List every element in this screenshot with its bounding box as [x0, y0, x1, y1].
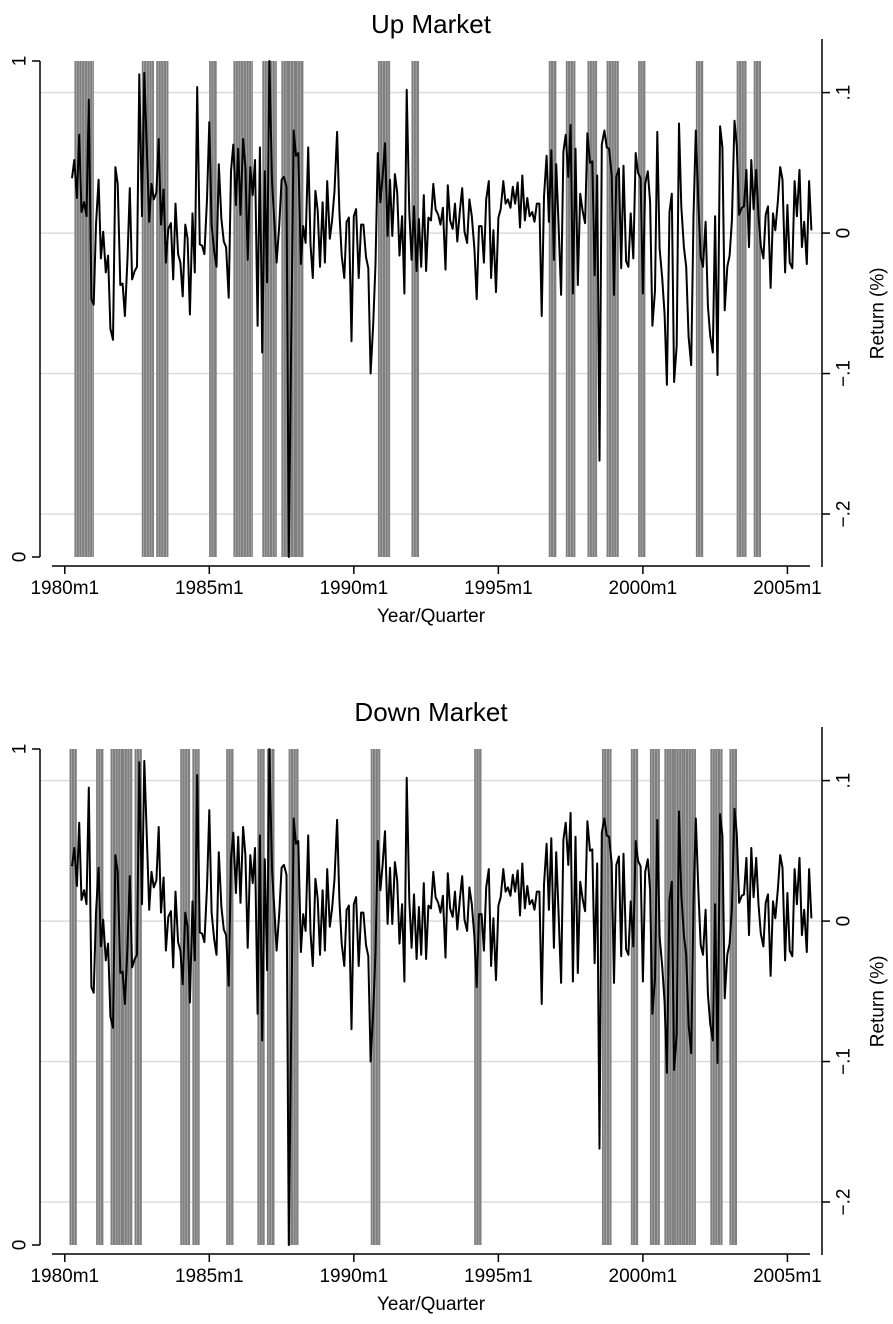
x-tick-label: 1985m1 [175, 1266, 244, 1287]
x-tick-label: 2005m1 [753, 1266, 822, 1287]
regime-bar [638, 61, 646, 557]
right-tick-label: −.2 [834, 1189, 855, 1216]
x-axis-label: Year/Quarter [377, 606, 486, 627]
regime-bar [281, 61, 289, 557]
regime-bar [630, 749, 639, 1245]
regime-bar [110, 749, 123, 1245]
regime-bar [664, 749, 677, 1245]
chart-title: Down Market [354, 697, 508, 727]
x-tick-label: 1995m1 [464, 1266, 533, 1287]
x-tick-label: 1990m1 [319, 1266, 388, 1287]
right-tick-label: .1 [834, 773, 855, 789]
x-tick-label: 2005m1 [753, 578, 822, 599]
left-tick-label: 1 [10, 744, 31, 755]
regime-bar [295, 61, 304, 557]
x-tick-label: 1980m1 [30, 1266, 99, 1287]
up-market-panel: Up Market 0 1 .1 0 −.1 −.2 Return (%) 1980m1 1985… [10, 9, 889, 627]
regime-bar [96, 749, 104, 1245]
x-tick-label: 1985m1 [175, 578, 244, 599]
right-tick-label: 0 [834, 228, 855, 239]
regime-bar [192, 749, 200, 1245]
right-tick-label: .1 [834, 85, 855, 101]
right-tick-label: −.2 [834, 501, 855, 528]
return-series-line [71, 60, 813, 558]
x-tick-label: 1995m1 [464, 578, 533, 599]
right-tick-label: −.1 [834, 360, 855, 387]
right-axis-label: Return (%) [868, 955, 889, 1047]
regime-bar [683, 749, 696, 1245]
left-tick-label: 1 [10, 56, 31, 67]
down-market-panel: Down Market 0 1 .1 0 −.1 −.2 Return (%) 1980m1 19… [10, 697, 889, 1315]
regime-bars [69, 749, 738, 1245]
regime-bar [729, 749, 738, 1245]
regime-bar [209, 61, 217, 557]
regime-bar [411, 61, 420, 557]
right-axis-label: Return (%) [868, 267, 889, 359]
regime-bar [266, 749, 275, 1245]
right-tick-label: −.1 [834, 1048, 855, 1075]
regime-bar [474, 749, 482, 1245]
regime-bar [753, 61, 762, 557]
regime-bar [226, 749, 234, 1245]
right-tick-label: 0 [834, 916, 855, 927]
x-tick-label: 1990m1 [319, 578, 388, 599]
x-tick-label: 2000m1 [609, 578, 678, 599]
regime-bar [548, 61, 557, 557]
x-tick-label: 2000m1 [609, 1266, 678, 1287]
left-tick-label: 0 [10, 552, 31, 563]
x-axis-label: Year/Quarter [377, 1294, 486, 1315]
chart-title: Up Market [371, 9, 492, 39]
left-tick-label: 0 [10, 1240, 31, 1251]
regime-bar [695, 61, 704, 557]
return-series-line [71, 748, 813, 1246]
x-tick-label: 1980m1 [30, 578, 99, 599]
regime-bar [134, 749, 142, 1245]
regime-bar [233, 61, 253, 557]
regime-bar [69, 749, 77, 1245]
regime-bar [74, 61, 94, 557]
